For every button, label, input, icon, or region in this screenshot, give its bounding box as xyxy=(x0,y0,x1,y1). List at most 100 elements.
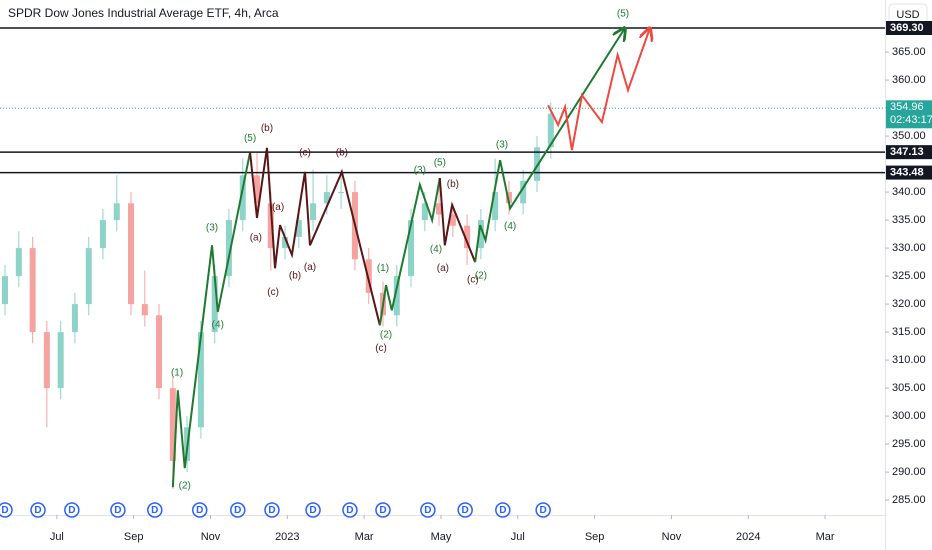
candle-body xyxy=(267,203,274,249)
candle-body xyxy=(547,113,554,148)
candle-body xyxy=(505,192,512,204)
candle-body xyxy=(421,203,428,221)
candle-body xyxy=(43,332,50,389)
wave-label: (5) xyxy=(434,158,446,169)
dividend-marker xyxy=(535,502,551,518)
y-tick-label: 315.00 xyxy=(892,326,926,338)
x-tick-label: 2023 xyxy=(275,531,299,543)
y-tick-label: 295.00 xyxy=(892,438,926,450)
y-tick-label: 325.00 xyxy=(892,270,926,282)
wave-label: (3) xyxy=(496,140,508,151)
wave-label: (2) xyxy=(475,271,487,282)
wave-label: (3) xyxy=(206,223,218,234)
y-tick-label: 290.00 xyxy=(892,466,926,478)
x-tick-label: Sep xyxy=(124,531,144,543)
candle-body xyxy=(282,236,289,249)
wave-label: (1) xyxy=(171,368,183,379)
candle-body xyxy=(295,220,302,237)
dividend-label: D xyxy=(540,505,547,516)
dividend-label: D xyxy=(379,505,386,516)
wave-label: (a) xyxy=(250,233,262,244)
candle-body xyxy=(492,192,499,221)
wave-label: (b) xyxy=(336,148,348,159)
x-tick-label: Nov xyxy=(201,531,221,543)
x-tick-label: Sep xyxy=(585,531,605,543)
x-tick-label: Jul xyxy=(50,531,64,543)
dividend-marker xyxy=(264,502,280,518)
candle-body xyxy=(57,332,64,389)
dividend-marker xyxy=(0,502,13,518)
candle-body xyxy=(239,175,246,221)
wave-line xyxy=(438,178,477,263)
wave-label: (c) xyxy=(375,343,387,354)
wave-label: (1) xyxy=(377,263,389,274)
wave-line xyxy=(474,28,625,263)
candle-body xyxy=(15,248,22,277)
y-tick-label: 285.00 xyxy=(892,494,926,506)
dividend-label: D xyxy=(114,505,121,516)
candle-body xyxy=(225,220,232,277)
candle-body xyxy=(408,220,415,277)
y-tick-label: 300.00 xyxy=(892,410,926,422)
dividend-label: D xyxy=(234,505,241,516)
y-tick-label: 320.00 xyxy=(892,298,926,310)
dividend-label: D xyxy=(34,505,41,516)
level-label: 343.48 xyxy=(890,167,924,179)
currency[interactable]: USD xyxy=(896,9,919,21)
candle-body xyxy=(85,248,92,305)
candle-body xyxy=(156,315,163,389)
y-tick-label: 350.00 xyxy=(892,130,926,142)
dividend-marker xyxy=(342,502,358,518)
wave-label: (b) xyxy=(289,271,301,282)
plot: (1)(2)(3)(4)(5)(b)(a)(a)(c)(b)(a)(c) (b)(… xyxy=(0,9,885,518)
chart-title: SPDR Dow Jones Industrial Average ETF, 4… xyxy=(8,6,279,20)
x-tick-label: Mar xyxy=(355,531,374,543)
wave-label: (b) xyxy=(447,179,459,190)
dividend-label: D xyxy=(309,505,316,516)
candle-body xyxy=(449,214,456,226)
y-tick-label: 335.00 xyxy=(892,214,926,226)
wave-label: (c) xyxy=(267,287,279,298)
level-label-box xyxy=(886,145,932,160)
dividend-label: D xyxy=(499,505,506,516)
wave-label: (2) xyxy=(380,330,392,341)
candle-body xyxy=(310,203,317,221)
candle-body xyxy=(197,332,204,428)
level-label: 369.30 xyxy=(890,22,924,34)
candle-body xyxy=(127,203,134,305)
y-tick-label: 305.00 xyxy=(892,382,926,394)
candle-body xyxy=(338,192,345,194)
candle-body xyxy=(520,180,527,204)
candle-body xyxy=(253,175,260,204)
candle-body xyxy=(141,304,148,316)
dividend-label: D xyxy=(268,505,275,516)
candle-body xyxy=(1,276,8,305)
x-tick-label: Mar xyxy=(816,531,835,543)
level-label: 347.13 xyxy=(890,146,924,158)
dividend-marker xyxy=(375,502,391,518)
wave-label: (a) xyxy=(304,262,316,273)
dividend-label: D xyxy=(462,505,469,516)
dividend-marker xyxy=(305,502,321,518)
dividend-marker xyxy=(420,502,436,518)
y-tick-label: 365.00 xyxy=(892,46,926,58)
last-price-box xyxy=(886,100,932,129)
wave-label: (a) xyxy=(272,202,284,213)
dividend-marker xyxy=(110,502,126,518)
wave-label: (3) xyxy=(414,165,426,176)
candle-body xyxy=(533,147,540,181)
x-tick-label: May xyxy=(431,531,452,543)
y-tick-label: 360.00 xyxy=(892,74,926,86)
wave-label: (4) xyxy=(430,244,442,255)
level-label-box xyxy=(886,21,932,36)
dividend-label: D xyxy=(346,505,353,516)
candle-body xyxy=(211,276,218,333)
wave-label: (5) xyxy=(244,133,256,144)
wave-label: (a) xyxy=(437,263,449,274)
y-tick-label: 310.00 xyxy=(892,354,926,366)
wave-line xyxy=(171,152,252,488)
wave-label: (c) xyxy=(467,275,479,286)
dividend-label: D xyxy=(1,505,8,516)
dividend-marker xyxy=(30,502,46,518)
